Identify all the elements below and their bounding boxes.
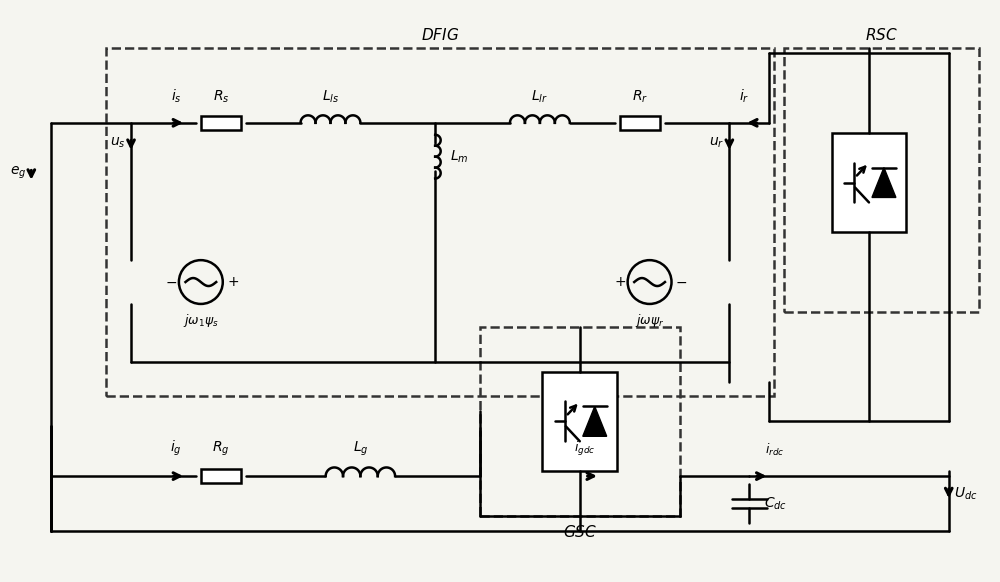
Text: $L_{lr}$: $L_{lr}$ [531, 88, 548, 105]
Text: $+$: $+$ [227, 275, 239, 289]
Text: $U_{dc}$: $U_{dc}$ [954, 485, 977, 502]
FancyBboxPatch shape [201, 469, 241, 483]
Text: $L_m$: $L_m$ [450, 148, 469, 165]
Text: $i_g$: $i_g$ [170, 439, 182, 458]
Text: $R_g$: $R_g$ [212, 440, 230, 458]
Polygon shape [872, 168, 896, 197]
Text: $-$: $-$ [165, 275, 177, 289]
Text: $R_r$: $R_r$ [632, 88, 648, 105]
Text: $-$: $-$ [675, 275, 687, 289]
Text: $j\omega\psi_r$: $j\omega\psi_r$ [635, 312, 664, 329]
Text: $i_{gdc}$: $i_{gdc}$ [574, 440, 595, 458]
Text: $R_s$: $R_s$ [213, 88, 229, 105]
Text: $e_g$: $e_g$ [10, 165, 26, 181]
Text: $RSC$: $RSC$ [865, 27, 898, 43]
Text: $i_{rdc}$: $i_{rdc}$ [765, 442, 784, 458]
Text: $L_g$: $L_g$ [353, 440, 368, 458]
Text: $i_s$: $i_s$ [171, 87, 181, 105]
FancyBboxPatch shape [620, 116, 660, 130]
Text: $u_r$: $u_r$ [709, 136, 724, 150]
Bar [832, 133, 906, 232]
Polygon shape [583, 406, 607, 436]
Text: $+$: $+$ [614, 275, 626, 289]
FancyBboxPatch shape [201, 116, 241, 130]
Text: $GSC$: $GSC$ [563, 524, 597, 540]
Bar [542, 372, 617, 471]
Text: $DFIG$: $DFIG$ [421, 27, 459, 43]
Text: $j\omega_1\psi_s$: $j\omega_1\psi_s$ [183, 312, 219, 329]
Text: $i_r$: $i_r$ [739, 87, 750, 105]
Text: $u_s$: $u_s$ [110, 136, 126, 150]
Text: $L_{ls}$: $L_{ls}$ [322, 88, 339, 105]
Text: $C_{dc}$: $C_{dc}$ [764, 495, 787, 512]
